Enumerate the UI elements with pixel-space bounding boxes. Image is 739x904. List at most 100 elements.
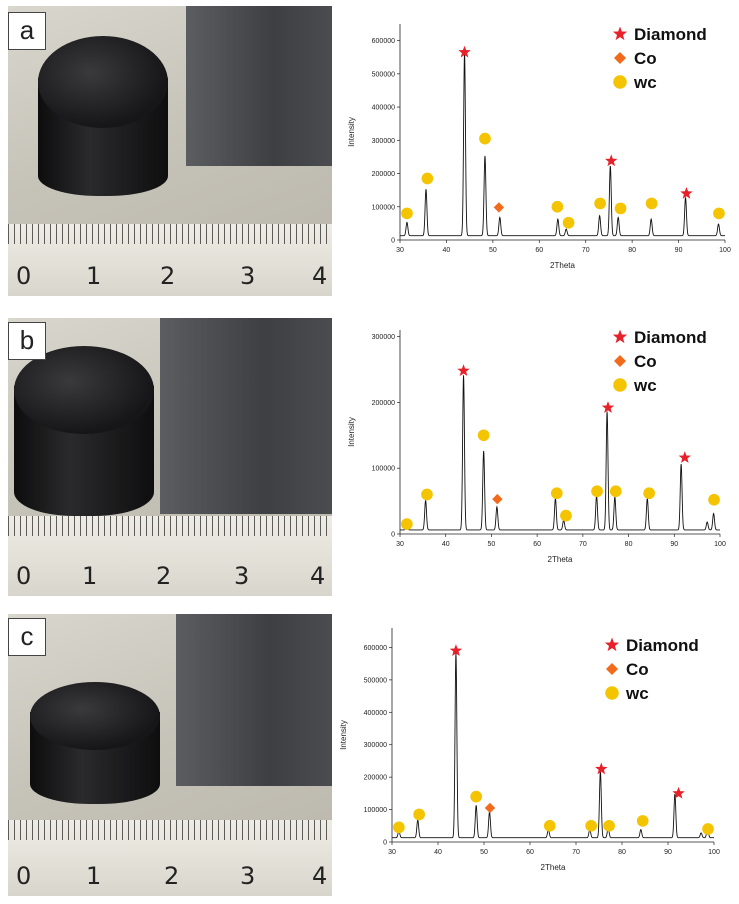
wc-marker <box>550 487 563 500</box>
legend-label: wc <box>633 376 657 395</box>
ruler-number: 2 <box>164 862 180 890</box>
wc-marker <box>643 487 655 500</box>
panel-label: a <box>8 12 46 50</box>
ruler-number: 3 <box>234 562 250 590</box>
x-tick-label: 60 <box>535 247 543 254</box>
pcd-sample <box>30 682 160 812</box>
wc-marker <box>551 200 564 213</box>
wc-marker <box>543 819 556 832</box>
diamond-marker <box>612 26 628 41</box>
x-tick-label: 80 <box>618 849 626 856</box>
panel-label: b <box>8 322 46 360</box>
wc-marker <box>702 823 714 835</box>
panel-b: 0 1 2 3 4 b 30 40 50 60 70 80 90 100 0 100000 2000… <box>0 312 739 602</box>
wc-marker <box>708 493 720 506</box>
wc-marker <box>645 197 658 210</box>
pcd-sample <box>38 36 168 206</box>
y-tick-label: 200000 <box>372 400 395 407</box>
ruler-number: 2 <box>160 262 176 290</box>
x-axis-title: 2Theta <box>550 261 575 270</box>
co-marker <box>492 493 503 505</box>
wc-marker <box>421 172 434 185</box>
diamond-marker <box>458 45 471 58</box>
legend-label: Co <box>634 49 657 68</box>
y-tick-label: 300000 <box>372 138 395 145</box>
ruler-number: 3 <box>240 262 256 290</box>
y-tick-label: 500000 <box>364 677 387 684</box>
co-marker <box>484 802 496 814</box>
sample-photo-a: 0 1 2 3 4 <box>8 6 332 296</box>
x-tick-label: 80 <box>625 541 633 548</box>
y-tick-label: 0 <box>391 238 395 245</box>
wc-marker <box>594 197 606 210</box>
x-axis-title: 2Theta <box>548 555 573 564</box>
y-tick-label: 600000 <box>372 38 395 45</box>
y-tick-label: 500000 <box>372 71 395 78</box>
x-tick-label: 90 <box>675 247 683 254</box>
ruler-number: 1 <box>86 262 102 290</box>
legend-label: Diamond <box>626 636 699 655</box>
y-tick-label: 200000 <box>364 775 387 782</box>
y-tick-label: 100000 <box>364 807 387 814</box>
wc-marker <box>470 790 483 803</box>
x-tick-label: 50 <box>488 541 496 548</box>
wc-marker <box>477 429 490 442</box>
wc-marker <box>562 216 575 229</box>
x-tick-label: 30 <box>396 247 404 254</box>
diamond-marker <box>604 637 620 652</box>
x-tick-label: 30 <box>388 849 396 856</box>
y-tick-label: 100000 <box>372 466 395 473</box>
wc-marker <box>713 207 725 220</box>
xrd-spectrum-line <box>400 375 720 531</box>
pcd-sample <box>14 346 154 526</box>
wc-marker <box>585 819 598 832</box>
x-tick-label: 100 <box>719 247 731 254</box>
y-tick-label: 300000 <box>372 334 395 341</box>
wc-marker <box>609 485 622 498</box>
x-tick-label: 100 <box>714 541 726 548</box>
wc-marker <box>401 518 413 530</box>
y-tick-label: 600000 <box>364 645 387 652</box>
x-tick-label: 80 <box>628 247 636 254</box>
y-tick-label: 400000 <box>364 710 387 717</box>
vertical-ruler <box>176 614 332 786</box>
y-tick-label: 200000 <box>372 171 395 178</box>
y-tick-label: 100000 <box>372 204 395 211</box>
co-marker <box>606 663 618 675</box>
wc-marker <box>614 202 627 215</box>
x-tick-label: 90 <box>670 541 678 548</box>
x-tick-label: 70 <box>582 247 590 254</box>
ruler-number: 1 <box>82 562 98 590</box>
wc-marker <box>479 132 491 145</box>
legend-label: wc <box>633 73 657 92</box>
x-tick-label: 100 <box>708 849 720 856</box>
y-axis-title: Intensity <box>347 117 356 147</box>
diamond-marker <box>601 401 615 413</box>
legend-label: Co <box>626 660 649 679</box>
diamond-marker <box>672 786 685 799</box>
wc-marker <box>613 378 627 392</box>
wc-marker <box>413 808 425 821</box>
ruler-number: 4 <box>312 862 328 890</box>
xrd-chart-a: 30 40 50 60 70 80 90 100 0 100000 200000 300000 4000… <box>347 24 731 270</box>
x-tick-label: 90 <box>664 849 672 856</box>
wc-marker <box>393 821 405 834</box>
y-tick-label: 0 <box>383 840 387 847</box>
y-tick-label: 0 <box>391 532 395 539</box>
y-axis-title: Intensity <box>340 720 348 750</box>
ruler-number: 4 <box>312 262 328 290</box>
x-tick-label: 70 <box>579 541 587 548</box>
wc-marker <box>636 815 649 827</box>
horizontal-ruler: 0 1 2 3 4 <box>8 820 332 896</box>
sample-photo-b: 0 1 2 3 4 <box>8 318 332 596</box>
vertical-ruler <box>186 6 332 166</box>
x-tick-label: 60 <box>533 541 541 548</box>
x-tick-label: 50 <box>489 247 497 254</box>
legend-label: wc <box>625 684 649 703</box>
x-axis-title: 2Theta <box>541 863 566 872</box>
x-tick-label: 40 <box>443 247 451 254</box>
legend-label: Diamond <box>634 25 707 44</box>
horizontal-ruler: 0 1 2 3 4 <box>8 224 332 296</box>
x-tick-label: 70 <box>572 849 580 856</box>
legend-label: Co <box>634 352 657 371</box>
